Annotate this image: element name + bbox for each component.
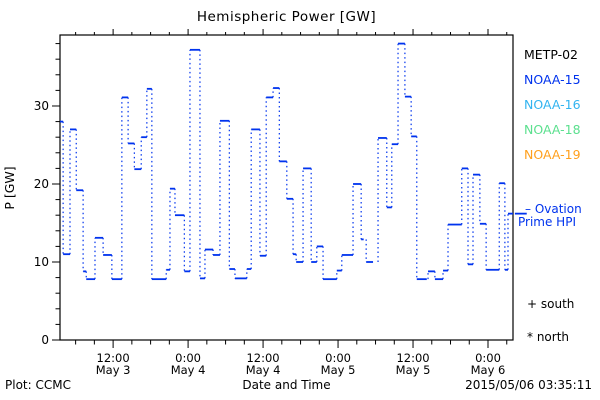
south-marker-note: + south: [527, 297, 575, 311]
legend-item-noaa15: NOAA-15: [524, 72, 581, 87]
y-axis-label: P [GW]: [2, 166, 17, 209]
svg-text:May 4: May 4: [171, 363, 206, 377]
ovation-label-line1: – Ovation: [525, 202, 582, 216]
svg-text:30: 30: [34, 99, 49, 113]
legend-item-noaa19: NOAA-19: [524, 147, 581, 162]
page-title: Hemispheric Power [GW]: [196, 9, 377, 25]
svg-text:10: 10: [34, 255, 49, 269]
x-axis-label: Date and Time: [242, 378, 331, 392]
plot-timestamp: 2015/05/06 03:35:11: [465, 378, 592, 392]
svg-text:0:00: 0:00: [325, 351, 351, 365]
svg-text:May 3: May 3: [96, 363, 131, 377]
svg-text:12:00: 12:00: [97, 351, 130, 365]
ovation-prime-hpi-label: – Ovation Prime HPI: [518, 203, 600, 229]
legend-item-noaa18: NOAA-18: [524, 122, 581, 137]
svg-text:May 5: May 5: [396, 363, 431, 377]
svg-text:May 6: May 6: [471, 363, 506, 377]
plot-credit: Plot: CCMC: [5, 378, 71, 392]
svg-text:May 5: May 5: [321, 363, 356, 377]
legend-item-noaa16: NOAA-16: [524, 97, 581, 112]
north-marker-note: * north: [527, 330, 570, 344]
svg-text:20: 20: [34, 177, 49, 191]
satellite-legend: METP-02 NOAA-15 NOAA-16 NOAA-18 NOAA-19: [524, 46, 581, 171]
ovation-label-line2: Prime HPI: [518, 215, 576, 229]
svg-text:May 4: May 4: [246, 363, 281, 377]
svg-text:0:00: 0:00: [175, 351, 201, 365]
svg-text:12:00: 12:00: [396, 351, 429, 365]
svg-text:0:00: 0:00: [475, 351, 501, 365]
svg-text:0: 0: [41, 333, 49, 347]
svg-text:12:00: 12:00: [246, 351, 279, 365]
legend-item-metp02: METP-02: [524, 47, 578, 62]
